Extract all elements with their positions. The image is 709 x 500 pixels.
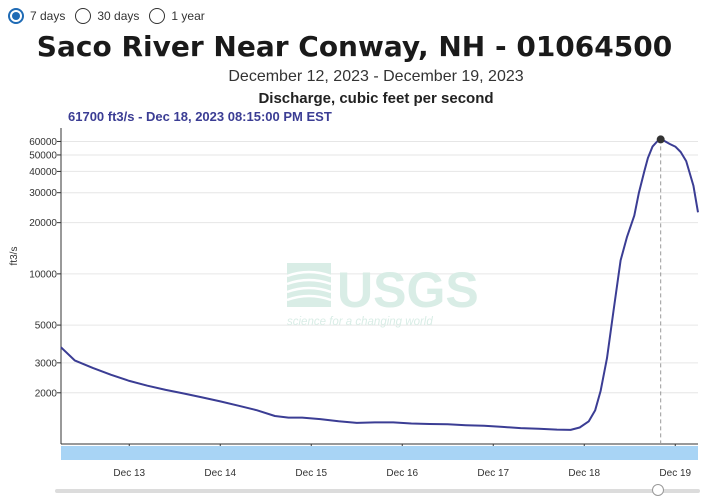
x-tick-label: Dec 13 xyxy=(113,468,145,479)
highlight-layer xyxy=(656,135,665,444)
y-tick-label: 20000 xyxy=(29,218,57,229)
period-option-7-days[interactable]: 7 days xyxy=(8,8,65,24)
x-axis: Dec 13 Dec 14 Dec 15 Dec 16 Dec 17 Dec 18 Dec … xyxy=(113,444,692,479)
x-tick-label: Dec 15 xyxy=(295,468,327,479)
y-axis: 2000 3000 5000 10000 20000 30000 40000 50000 600… xyxy=(9,137,61,399)
x-tick-label: Dec 14 xyxy=(204,468,236,479)
y-tick-label: 60000 xyxy=(29,137,57,148)
y-tick-label: 40000 xyxy=(29,167,57,178)
x-tick-label: Dec 18 xyxy=(568,468,600,479)
y-tick-label: 30000 xyxy=(29,188,57,199)
period-label-1-year: 1 year xyxy=(171,9,205,23)
usgs-logo-text: USGS xyxy=(337,262,479,318)
x-tick-label: Dec 19 xyxy=(659,468,691,479)
x-tick-label: Dec 16 xyxy=(386,468,418,479)
hover-point[interactable] xyxy=(656,135,665,144)
hover-tooltip: 61700 ft3/s - Dec 18, 2023 08:15:00 PM E… xyxy=(68,109,332,124)
usgs-logo-wave xyxy=(286,278,332,286)
usgs-logo-mark xyxy=(287,263,331,307)
time-brush[interactable] xyxy=(61,446,698,460)
period-label-7-days: 7 days xyxy=(30,9,66,23)
usgs-logo-icon xyxy=(286,263,332,307)
period-option-30-days[interactable]: 30 days xyxy=(75,8,139,24)
series-layer xyxy=(60,138,699,431)
chart-grid xyxy=(61,140,698,394)
chart-date-range: December 12, 2023 - December 19, 2023 xyxy=(228,68,524,85)
usgs-logo-wave xyxy=(286,286,332,294)
time-slider-track[interactable] xyxy=(55,489,700,493)
x-tick-label: Dec 17 xyxy=(477,468,509,479)
y-tick-label: 10000 xyxy=(29,269,57,280)
period-option-1-year[interactable]: 1 year xyxy=(149,8,205,24)
y-tick-label: 50000 xyxy=(29,150,57,161)
chart-title: Saco River Near Conway, NH - 01064500 xyxy=(36,30,673,63)
y-axis-label: ft3/s xyxy=(9,247,20,266)
usgs-logo-wave xyxy=(286,294,332,302)
period-selector: 7 days 30 days 1 year xyxy=(8,5,215,27)
y-tick-label: 2000 xyxy=(35,388,58,399)
discharge-series-line xyxy=(60,138,699,431)
y-tick-label: 3000 xyxy=(35,358,58,369)
radio-1-year[interactable] xyxy=(149,8,166,24)
chart-parameter: Discharge, cubic feet per second xyxy=(258,90,494,107)
usgs-tagline: science for a changing world xyxy=(287,316,433,328)
usgs-logo-wave xyxy=(286,270,332,278)
time-slider-handle[interactable] xyxy=(652,484,664,496)
period-label-30-days: 30 days xyxy=(97,9,140,23)
radio-7-days[interactable] xyxy=(8,8,24,24)
y-tick-label: 5000 xyxy=(35,321,58,332)
radio-30-days[interactable] xyxy=(75,8,92,24)
